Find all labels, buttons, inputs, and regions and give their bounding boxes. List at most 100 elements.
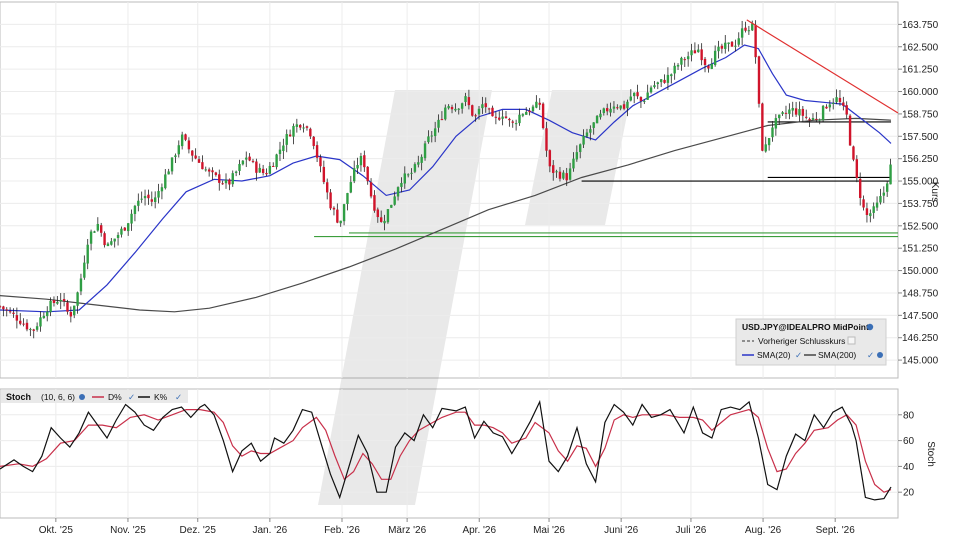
candle-body <box>474 115 477 117</box>
candle-body <box>89 231 93 244</box>
price-y-tick-label: 156.250 <box>902 154 939 165</box>
candle-body <box>390 204 393 208</box>
candle-body <box>147 194 150 199</box>
candle-body <box>599 113 602 118</box>
candle-body <box>801 108 805 116</box>
candle-body <box>430 135 433 137</box>
stoch-params: (10, 6, 6) <box>41 392 75 402</box>
candle-body <box>744 27 747 31</box>
candle-body <box>875 202 879 208</box>
candle-body <box>565 173 568 181</box>
candle-body <box>73 305 76 316</box>
candle-body <box>767 138 771 146</box>
candle-body <box>69 311 73 317</box>
candle-body <box>568 168 572 180</box>
candle-body <box>717 46 720 52</box>
candle-body <box>309 128 312 137</box>
candle-body <box>258 167 261 173</box>
candle-body <box>447 106 450 109</box>
candle-body <box>329 192 332 209</box>
candle-body <box>528 110 531 113</box>
candle-body <box>622 104 626 109</box>
stoch-indicator-name: Stoch <box>6 392 31 402</box>
stoch-y-tick-label: 20 <box>903 488 915 499</box>
candle-body <box>234 171 238 173</box>
legend-sma200-check-icon[interactable]: ✓ <box>867 350 874 360</box>
candle-body <box>261 168 265 174</box>
candle-body <box>639 97 643 101</box>
candle-body <box>747 30 751 32</box>
candle-body <box>828 104 832 108</box>
candle-body <box>153 197 157 203</box>
x-tick-label: Okt. '25 <box>39 525 74 536</box>
candle-body <box>683 59 686 61</box>
candle-body <box>218 174 221 183</box>
price-y-tick-label: 150.000 <box>902 266 939 277</box>
candle-body <box>703 58 707 65</box>
candle-body <box>558 171 562 179</box>
candle-body <box>555 171 558 173</box>
candle-body <box>778 114 781 119</box>
candle-body <box>393 196 396 205</box>
legend-sma200-settings-icon[interactable] <box>877 352 883 358</box>
candle-body <box>245 157 248 160</box>
candle-body <box>8 311 12 313</box>
candle-body <box>170 157 174 172</box>
legend-prev-close-checkbox[interactable] <box>847 336 856 345</box>
candle-body <box>784 112 788 114</box>
candle-body <box>150 199 153 202</box>
candle-body <box>272 165 275 167</box>
candle-body <box>885 183 889 192</box>
stoch-k-label: K% <box>154 392 168 402</box>
price-y-tick-label: 148.750 <box>902 288 939 299</box>
candle-body <box>363 155 366 168</box>
price-y-axis-title: Kurs <box>929 182 940 203</box>
candle-body <box>541 103 545 129</box>
candle-body <box>191 150 194 156</box>
price-y-tick-label: 146.250 <box>902 333 939 344</box>
candle-body <box>538 102 541 105</box>
candle-body <box>656 82 659 85</box>
candle-body <box>255 161 258 173</box>
price-y-tick-label: 152.500 <box>902 221 939 232</box>
stoch-k-check-icon[interactable]: ✓ <box>175 392 182 402</box>
candle-body <box>336 209 339 223</box>
candle-body <box>133 205 137 215</box>
candle-body <box>184 134 187 140</box>
candle-body <box>626 101 629 109</box>
legend-title-icon[interactable] <box>866 323 874 331</box>
candle-body <box>582 135 585 145</box>
candle-body <box>265 172 268 175</box>
legend-sma20-check-icon[interactable]: ✓ <box>795 350 802 360</box>
x-tick-label: März '26 <box>388 525 426 536</box>
candle-body <box>52 300 56 303</box>
candle-body <box>707 65 710 69</box>
candle-body <box>518 114 521 124</box>
candle-body <box>299 125 302 128</box>
candle-body <box>471 105 474 116</box>
candle-body <box>160 187 164 192</box>
candle-body <box>312 136 315 146</box>
candle-body <box>632 92 636 97</box>
candle-body <box>59 299 62 302</box>
candle-body <box>410 172 413 174</box>
candle-body <box>12 312 15 314</box>
candle-body <box>808 118 811 121</box>
stoch-settings-icon[interactable] <box>79 394 85 400</box>
candle-body <box>315 145 319 158</box>
candle-body <box>268 165 272 174</box>
candle-body <box>2 306 5 310</box>
candle-body <box>332 207 336 210</box>
candle-body <box>872 206 875 213</box>
candle-body <box>818 119 821 121</box>
candle-body <box>504 116 508 118</box>
candle-body <box>167 171 170 175</box>
candle-body <box>727 42 730 44</box>
stoch-y-tick-label: 60 <box>903 436 915 447</box>
candle-body <box>659 79 663 83</box>
candle-body <box>29 329 32 331</box>
stoch-d-check-icon[interactable]: ✓ <box>128 392 135 402</box>
candle-body <box>592 122 595 128</box>
candle-body <box>440 119 444 121</box>
candle-body <box>346 193 349 205</box>
